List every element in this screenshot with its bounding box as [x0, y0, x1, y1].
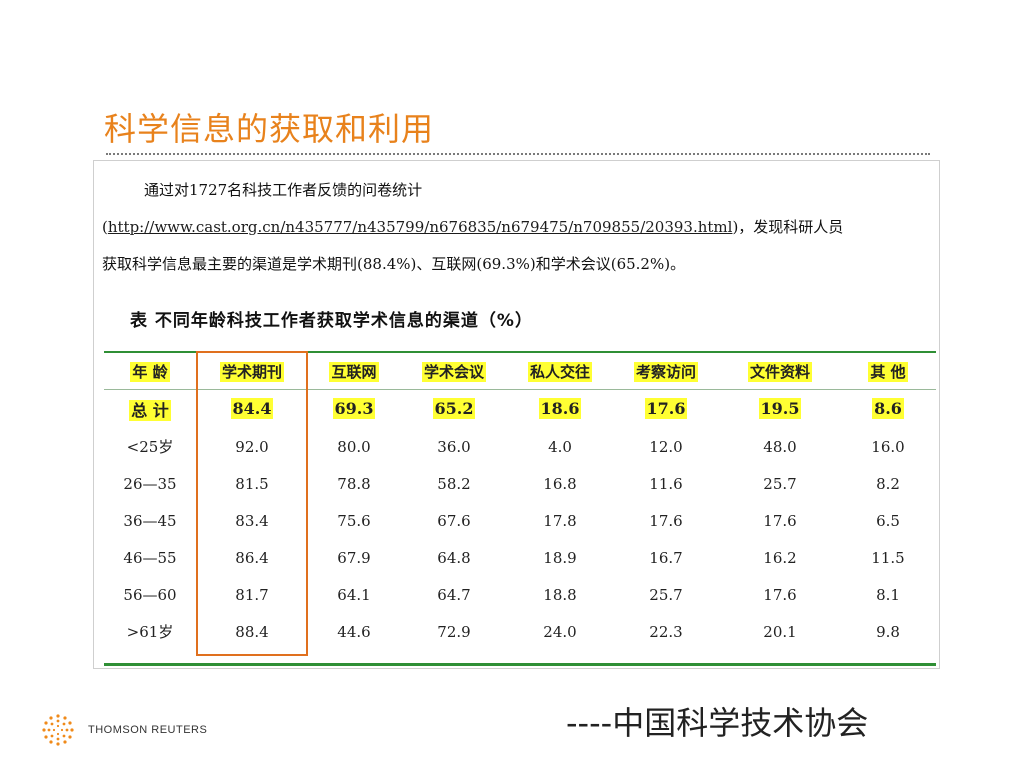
total-cell: 17.6 — [644, 398, 688, 419]
total-cell: 19.5 — [758, 398, 802, 419]
source-link[interactable]: http://www.cast.org.cn/n435777/n435799/n… — [107, 218, 733, 236]
table-cell: 36—45 — [123, 511, 177, 530]
table-cell: 6.5 — [876, 511, 900, 530]
table-cell: 64.1 — [337, 585, 371, 604]
table-cell: 25.7 — [649, 585, 683, 604]
header-cell: 年 龄 — [130, 361, 170, 382]
table-cell: 56—60 — [123, 585, 177, 604]
table-cell: 25.7 — [763, 474, 797, 493]
table-cell: 16.2 — [763, 548, 797, 567]
total-cell: 总 计 — [129, 399, 171, 421]
table-cell: 22.3 — [649, 622, 683, 641]
table-cell: 72.9 — [437, 622, 471, 641]
header-cell: 学术期刊 — [219, 361, 284, 382]
channels-table-wrapper: 年 龄 学术期刊 互联网 学术会议 私人交往 考察访问 文件资料 其 他 总 计… — [104, 351, 936, 667]
table-cell: 46—55 — [123, 548, 177, 567]
table-cell: 17.6 — [763, 511, 797, 530]
table-cell: <25岁 — [126, 438, 174, 456]
header-cell: 私人交往 — [527, 361, 592, 382]
table-cell: 16.8 — [543, 474, 577, 493]
table-cell: 92.0 — [235, 437, 269, 456]
table-cell: 36.0 — [437, 437, 471, 456]
table-header-row: 年 龄 学术期刊 互联网 学术会议 私人交往 考察访问 文件资料 其 他 — [104, 353, 936, 389]
total-cell: 65.2 — [432, 398, 476, 419]
table-cell: 86.4 — [235, 548, 269, 567]
table-header-rule — [104, 389, 936, 390]
table-cell: 75.6 — [337, 511, 371, 530]
table-cell: 48.0 — [763, 437, 797, 456]
table-cell: 67.6 — [437, 511, 471, 530]
table-cell: 20.1 — [763, 622, 797, 641]
table-cell: 18.9 — [543, 548, 577, 567]
table-cell: 78.8 — [337, 474, 371, 493]
table-cell: 16.7 — [649, 548, 683, 567]
logo-text: THOMSON REUTERS — [88, 724, 208, 736]
table-cell: 4.0 — [548, 437, 572, 456]
table-cell: 17.6 — [763, 585, 797, 604]
table-cell: 64.7 — [437, 585, 471, 604]
table-cell: 18.8 — [543, 585, 577, 604]
table-cell: 83.4 — [235, 511, 269, 530]
table-row: 26—35 81.5 78.8 58.2 16.8 11.6 25.7 8.2 — [104, 465, 936, 502]
header-cell: 文件资料 — [747, 361, 812, 382]
header-cell: 学术会议 — [421, 361, 486, 382]
table-cell: 16.0 — [871, 437, 905, 456]
source-credit: ----中国科学技术协会 — [566, 704, 869, 742]
table-cell: 17.8 — [543, 511, 577, 530]
table-row: 46—55 86.4 67.9 64.8 18.9 16.7 16.2 11.5 — [104, 539, 936, 576]
intro-paragraph-line-2: (http://www.cast.org.cn/n435777/n435799/… — [102, 216, 937, 237]
paren-open: ( — [102, 218, 108, 236]
table-cell: 24.0 — [543, 622, 577, 641]
table-total-row: 总 计 84.4 69.3 65.2 18.6 17.6 19.5 8.6 — [104, 389, 936, 428]
table-row: 56—60 81.7 64.1 64.7 18.8 25.7 17.6 8.1 — [104, 576, 936, 613]
table-cell: 81.5 — [235, 474, 269, 493]
table-cell: 26—35 — [123, 474, 177, 493]
intro-paragraph-line-3: 获取科学信息最主要的渠道是学术期刊(88.4%)、互联网(69.3%)和学术会议… — [102, 255, 686, 273]
table-cell: >61岁 — [126, 623, 174, 641]
header-cell: 互联网 — [329, 361, 379, 382]
table-bottom-rule — [104, 663, 936, 666]
journal-column-highlight-box — [196, 351, 308, 656]
total-cell: 18.6 — [538, 398, 582, 419]
header-cell: 考察访问 — [633, 361, 698, 382]
header-cell: 其 他 — [868, 361, 908, 382]
total-cell: 8.6 — [872, 398, 904, 419]
table-cell: 58.2 — [437, 474, 471, 493]
table-cell: 8.1 — [876, 585, 900, 604]
table-cell: 88.4 — [235, 622, 269, 641]
table-cell: 67.9 — [337, 548, 371, 567]
table-cell: 11.6 — [649, 474, 683, 493]
thomson-reuters-logo: THOMSON REUTERS — [40, 712, 207, 748]
table-row: 36—45 83.4 75.6 67.6 17.8 17.6 17.6 6.5 — [104, 502, 936, 539]
slide-title: 科学信息的获取和利用 — [104, 110, 435, 148]
table-cell: 64.8 — [437, 548, 471, 567]
table-top-rule — [104, 351, 936, 353]
table-cell: 12.0 — [649, 437, 683, 456]
content-card: 通过对1727名科技工作者反馈的问卷统计 (http://www.cast.or… — [93, 160, 940, 669]
table-cell: 17.6 — [649, 511, 683, 530]
table-cell: 81.7 — [235, 585, 269, 604]
title-divider — [106, 153, 930, 155]
table-cell: 44.6 — [337, 622, 371, 641]
paragraph-continuation: )，发现科研人员 — [732, 218, 844, 236]
table-row: >61岁 88.4 44.6 72.9 24.0 22.3 20.1 9.8 — [104, 613, 936, 650]
total-cell: 69.3 — [332, 398, 376, 419]
table-cell: 9.8 — [876, 622, 900, 641]
table-title: 表 不同年龄科技工作者获取学术信息的渠道（%） — [130, 311, 533, 331]
table-row: <25岁 92.0 80.0 36.0 4.0 12.0 48.0 16.0 — [104, 428, 936, 465]
intro-paragraph-line-1: 通过对1727名科技工作者反馈的问卷统计 — [144, 181, 423, 199]
table-cell: 11.5 — [871, 548, 905, 567]
total-cell: 84.4 — [230, 398, 274, 419]
channels-table: 年 龄 学术期刊 互联网 学术会议 私人交往 考察访问 文件资料 其 他 总 计… — [104, 353, 936, 650]
thomson-reuters-dot-globe-icon — [42, 714, 74, 746]
table-cell: 80.0 — [337, 437, 371, 456]
table-cell: 8.2 — [876, 474, 900, 493]
